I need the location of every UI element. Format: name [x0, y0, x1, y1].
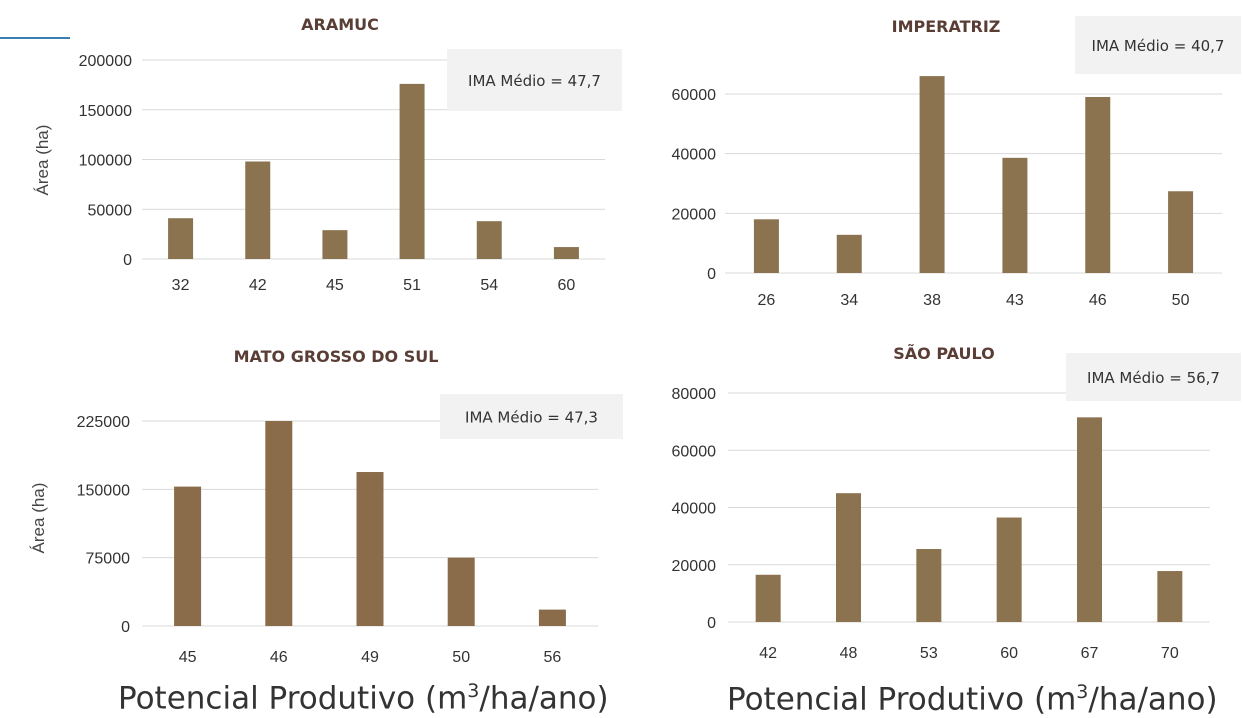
chart1-x-tick-label: 54 [480, 277, 498, 294]
chart3-bar [174, 486, 202, 626]
chart4-y-tick-label: 40000 [672, 501, 717, 518]
chart3-y-tick-label: 0 [121, 619, 130, 636]
chart4-x-tick-label: 53 [920, 645, 938, 662]
chart2-bar [1085, 96, 1111, 273]
chart4-x-tick-label: 70 [1161, 645, 1179, 662]
chart2-x-tick-label: 38 [923, 292, 941, 309]
chart1-bar [399, 83, 425, 259]
chart2-y-tick-label: 40000 [672, 147, 717, 164]
chart3-bar [447, 557, 475, 626]
chart1-bar [322, 230, 348, 259]
chart1-x-tick-label: 45 [326, 277, 344, 294]
chart1-bar [476, 221, 502, 259]
chart3-x-tick-label: 49 [361, 649, 379, 666]
chart4-bar [755, 574, 781, 622]
chart4-bar [996, 517, 1022, 622]
chart4-y-tick-label: 20000 [672, 558, 717, 575]
chart2-title: IMPERATRIZ [892, 17, 1001, 36]
chart1-y-tick-label: 150000 [79, 103, 132, 120]
chart2-y-tick-label: 20000 [672, 206, 717, 223]
chart1-x-tick-label: 60 [558, 277, 576, 294]
chart2-bar [1168, 191, 1194, 273]
chart1-y-tick-label: 100000 [79, 153, 132, 170]
chart1-bar [553, 247, 579, 259]
chart2-bar [753, 219, 779, 273]
chart2-annotation-box [1075, 16, 1241, 74]
chart4-annotation: IMA Médio = 56,7 [1087, 369, 1220, 387]
chart3-y-tick-label: 75000 [86, 551, 131, 568]
chart3-bar [356, 472, 384, 626]
chart2-y-tick-label: 60000 [672, 87, 717, 104]
chart4-bar [1077, 417, 1102, 622]
chart3-x-tick-label: 56 [544, 649, 562, 666]
chart3-y-tick-label: 150000 [77, 482, 130, 499]
chart2-bar [836, 234, 862, 273]
chart3-title: MATO GROSSO DO SUL [234, 347, 439, 366]
chart4-y-tick-label: 80000 [672, 386, 717, 403]
chart2-x-tick-label: 34 [840, 292, 858, 309]
chart2-x-tick-label: 26 [758, 292, 776, 309]
chart3-annotation-box [440, 394, 623, 439]
chart3-y-tick-label: 225000 [77, 414, 130, 431]
accent-line [0, 37, 70, 39]
chart4-bar [836, 493, 861, 622]
chart3-bar [538, 609, 566, 626]
chart3-annotation: IMA Médio = 47,3 [465, 409, 598, 427]
chart3-x-tick-label: 50 [452, 649, 470, 666]
chart1-y-axis-label: Área (ha) [33, 125, 52, 196]
chart3-x-tick-label: 45 [179, 649, 197, 666]
chart4-bar [916, 549, 942, 622]
chart4-x-tick-label: 67 [1081, 645, 1099, 662]
chart1-bar [245, 161, 271, 259]
chart1-y-tick-label: 200000 [79, 53, 132, 70]
chart2-x-tick-label: 46 [1089, 292, 1107, 309]
chart4-bar [1157, 571, 1183, 622]
chart4-y-tick-label: 0 [707, 615, 716, 632]
chart1-y-tick-label: 0 [123, 252, 132, 269]
chart2-bar [919, 76, 945, 273]
chart4-x-tick-label: 42 [759, 645, 777, 662]
chart4-y-tick-label: 60000 [672, 443, 717, 460]
x-axis-label-left: Potencial Produtivo (m3/ha/ano) [118, 680, 609, 717]
chart1-x-tick-label: 51 [403, 277, 421, 294]
x-axis-label-right: Potencial Produtivo (m3/ha/ano) [727, 681, 1218, 718]
chart2-x-tick-label: 43 [1006, 292, 1024, 309]
chart2-bar [1002, 157, 1028, 273]
chart1-title: ARAMUC [301, 15, 379, 34]
chart1-x-tick-label: 32 [172, 277, 190, 294]
chart1-y-tick-label: 50000 [88, 202, 133, 219]
chart1-x-tick-label: 42 [249, 277, 267, 294]
chart2-x-tick-label: 50 [1172, 292, 1190, 309]
chart4-x-tick-label: 48 [840, 645, 858, 662]
chart4-title: SÃO PAULO [893, 344, 994, 363]
chart3-y-axis-label: Área (ha) [29, 483, 48, 554]
chart1-annotation-box [447, 49, 622, 111]
chart2-y-tick-label: 0 [707, 266, 716, 283]
chart4-annotation-box [1066, 353, 1241, 401]
chart3-x-tick-label: 46 [270, 649, 288, 666]
chart2-annotation: IMA Médio = 40,7 [1092, 37, 1225, 55]
chart1-annotation: IMA Médio = 47,7 [468, 72, 601, 90]
chart1-bar [168, 218, 194, 259]
chart4-x-tick-label: 60 [1000, 645, 1018, 662]
chart3-bar [265, 421, 293, 626]
